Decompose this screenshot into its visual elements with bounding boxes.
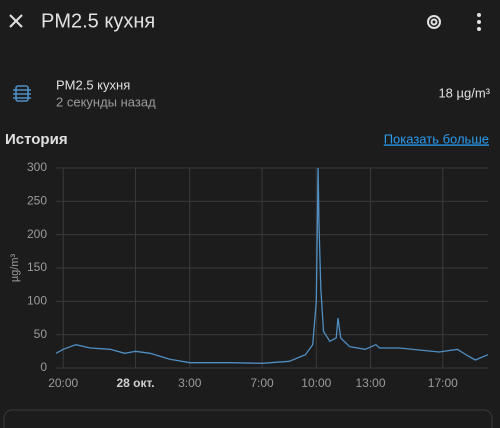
x-tick-label: 10:00 xyxy=(301,376,331,390)
x-tick-label: 13:00 xyxy=(355,376,385,390)
entity-icon xyxy=(13,85,31,102)
y-tick-label: 200 xyxy=(27,227,47,241)
x-tick-label: 28 окт. xyxy=(116,376,154,390)
y-tick-label: 100 xyxy=(27,294,47,308)
y-tick-label: 150 xyxy=(27,260,47,274)
next-card xyxy=(3,409,493,428)
entity-updated: 2 секунды назад xyxy=(56,94,156,109)
y-axis-label: µg/m³ xyxy=(9,253,21,282)
data-line xyxy=(55,167,489,364)
entity-state: 18 µg/m³ xyxy=(438,85,490,100)
x-tick-label: 17:00 xyxy=(428,376,458,390)
y-tick-label: 250 xyxy=(27,194,47,208)
settings-button[interactable] xyxy=(427,15,441,29)
dialog-title: PM2.5 кухня xyxy=(41,10,155,32)
show-more-link[interactable]: Показать больше xyxy=(384,131,489,146)
y-tick-label: 50 xyxy=(34,327,48,341)
history-title: История xyxy=(5,131,68,148)
y-tick-label: 300 xyxy=(27,160,47,174)
menu-button[interactable] xyxy=(477,13,481,31)
x-tick-label: 7:00 xyxy=(250,376,274,390)
entity-name: PM2.5 кухня xyxy=(56,77,130,92)
x-tick-label: 3:00 xyxy=(178,376,202,390)
close-button[interactable] xyxy=(9,14,23,28)
x-tick-label: 20:00 xyxy=(48,376,78,390)
y-tick-label: 0 xyxy=(40,360,47,374)
